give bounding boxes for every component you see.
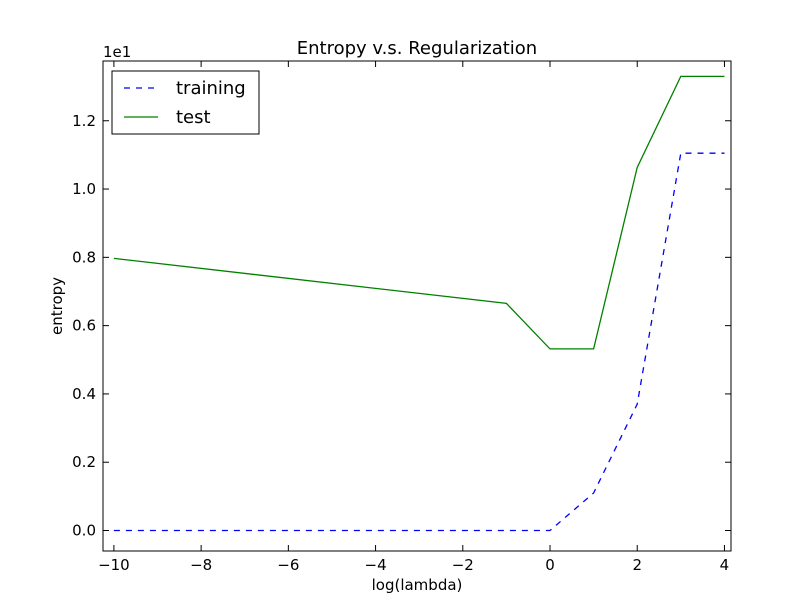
series-line-training bbox=[113, 152, 725, 532]
y-tick-label: 0.2 bbox=[72, 453, 96, 471]
y-tick-label: 0.0 bbox=[72, 522, 96, 540]
legend-box bbox=[111, 70, 260, 135]
chart-title: Entropy v.s. Regularization bbox=[297, 38, 537, 59]
y-tick-label: 0.4 bbox=[72, 385, 96, 403]
legend-label-training: training bbox=[176, 78, 246, 99]
x-tick-label: −4 bbox=[365, 556, 387, 574]
y-tick-label: 0.8 bbox=[72, 248, 96, 266]
x-tick-label: −8 bbox=[190, 556, 212, 574]
legend: training test bbox=[111, 70, 260, 135]
x-tick-label: 0 bbox=[545, 556, 555, 574]
y-tick-label: 1.0 bbox=[72, 180, 96, 198]
x-tick-label: 2 bbox=[632, 556, 642, 574]
x-tick-label: 4 bbox=[720, 556, 730, 574]
series-line-test bbox=[113, 75, 725, 350]
x-axis-label: log(lambda) bbox=[372, 576, 463, 594]
y-offset-label: 1e1 bbox=[103, 43, 131, 61]
y-axis-ticks: 0.0 0.2 0.4 0.6 0.8 1.0 1.2 bbox=[72, 112, 731, 540]
x-tick-label: −6 bbox=[277, 556, 299, 574]
x-tick-label: −10 bbox=[98, 556, 130, 574]
x-tick-label: −2 bbox=[452, 556, 474, 574]
series-lines bbox=[113, 75, 725, 532]
plot-frame bbox=[102, 60, 732, 552]
y-tick-label: 1.2 bbox=[72, 112, 96, 130]
x-axis-ticks: −10 −8 −6 −4 −2 0 2 4 bbox=[98, 61, 729, 574]
y-axis-label: entropy bbox=[48, 277, 66, 335]
legend-label-test: test bbox=[176, 107, 211, 128]
y-tick-label: 0.6 bbox=[72, 317, 96, 335]
